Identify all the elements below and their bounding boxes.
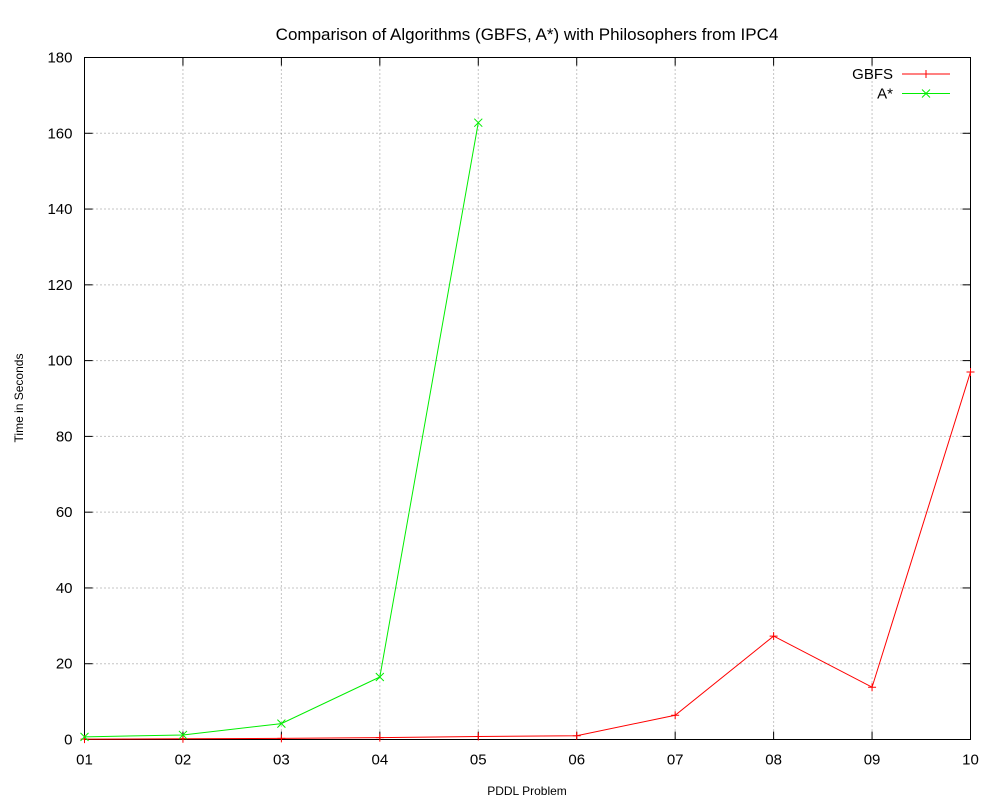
x-tick-label: 07 xyxy=(667,752,684,769)
grid-lines xyxy=(84,57,971,740)
x-tick-label: 03 xyxy=(273,752,290,769)
axis-ticks xyxy=(84,57,971,740)
y-tick-labels: 0 20 40 60 80 100 120 140 160 180 xyxy=(47,50,72,749)
y-axis-label: Time in Seconds xyxy=(12,354,26,443)
data-point xyxy=(868,683,877,692)
x-tick-label: 09 xyxy=(864,752,881,769)
legend-label: GBFS xyxy=(852,66,893,83)
data-point xyxy=(80,732,89,742)
x-axis-label: PDDL Problem xyxy=(487,784,567,798)
series-layer xyxy=(80,118,975,744)
plot-frame xyxy=(84,57,971,740)
data-point xyxy=(473,118,483,128)
data-point xyxy=(572,731,581,740)
series-line xyxy=(84,371,971,740)
legend-label: A* xyxy=(877,86,893,103)
data-point xyxy=(277,734,286,743)
data-point xyxy=(966,367,975,376)
y-tick-label: 60 xyxy=(56,504,73,521)
y-tick-label: 40 xyxy=(56,580,73,597)
chart-title: Comparison of Algorithms (GBFS, A*) with… xyxy=(276,25,779,44)
x-tick-label: 05 xyxy=(470,752,487,769)
series-gbfs xyxy=(80,367,975,744)
x-tick-label: 04 xyxy=(371,752,388,769)
x-tick-label: 10 xyxy=(962,752,979,769)
data-point xyxy=(178,734,187,743)
x-tick-label: 02 xyxy=(175,752,192,769)
y-tick-label: 180 xyxy=(47,50,72,67)
x-tick-labels: 01 02 03 04 05 06 07 08 09 10 xyxy=(76,752,979,769)
data-point xyxy=(671,711,680,720)
y-tick-label: 20 xyxy=(56,656,73,673)
legend: GBFS A* xyxy=(852,66,950,103)
data-point xyxy=(277,719,286,728)
y-tick-label: 160 xyxy=(47,125,72,142)
legend-marker xyxy=(921,89,931,98)
y-tick-label: 120 xyxy=(47,277,72,294)
x-tick-label: 08 xyxy=(765,752,782,769)
legend-marker xyxy=(922,70,930,78)
data-point xyxy=(769,632,778,641)
data-point xyxy=(375,733,384,742)
y-tick-label: 80 xyxy=(56,428,73,445)
data-point xyxy=(375,672,385,682)
x-tick-label: 01 xyxy=(76,752,93,769)
data-point xyxy=(474,732,483,741)
series-astar xyxy=(80,118,483,742)
y-tick-label: 140 xyxy=(47,201,72,218)
data-point xyxy=(178,730,188,740)
x-tick-label: 06 xyxy=(568,752,585,769)
y-tick-label: 0 xyxy=(64,732,72,749)
y-tick-label: 100 xyxy=(47,353,72,370)
